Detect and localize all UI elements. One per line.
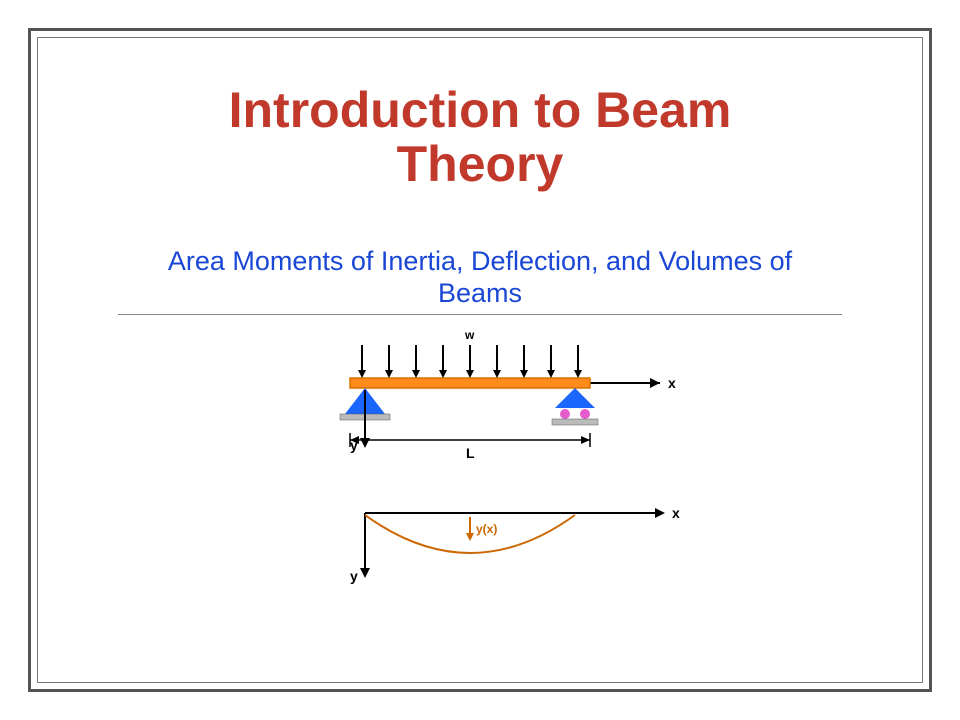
slide-outer-border: Introduction to Beam Theory Area Moments… [28,28,932,692]
divider-line [118,314,842,315]
beam-svg: xwyLxyy(x) [260,323,700,593]
slide-inner-border: Introduction to Beam Theory Area Moments… [37,37,923,683]
slide-title: Introduction to Beam Theory [88,83,872,191]
svg-text:y(x): y(x) [476,522,497,536]
svg-text:w: w [464,328,475,342]
title-line-2: Theory [397,136,564,192]
beam-diagram: xwyLxyy(x) [260,323,700,593]
title-line-1: Introduction to Beam [229,82,732,138]
svg-text:x: x [668,375,676,391]
subtitle-line-1: Area Moments of Inertia, Deflection, and… [168,246,792,276]
svg-text:L: L [466,445,475,461]
slide-subtitle: Area Moments of Inertia, Deflection, and… [108,246,852,310]
subtitle-line-2: Beams [438,278,522,308]
svg-text:y: y [350,568,358,584]
svg-text:x: x [672,505,680,521]
